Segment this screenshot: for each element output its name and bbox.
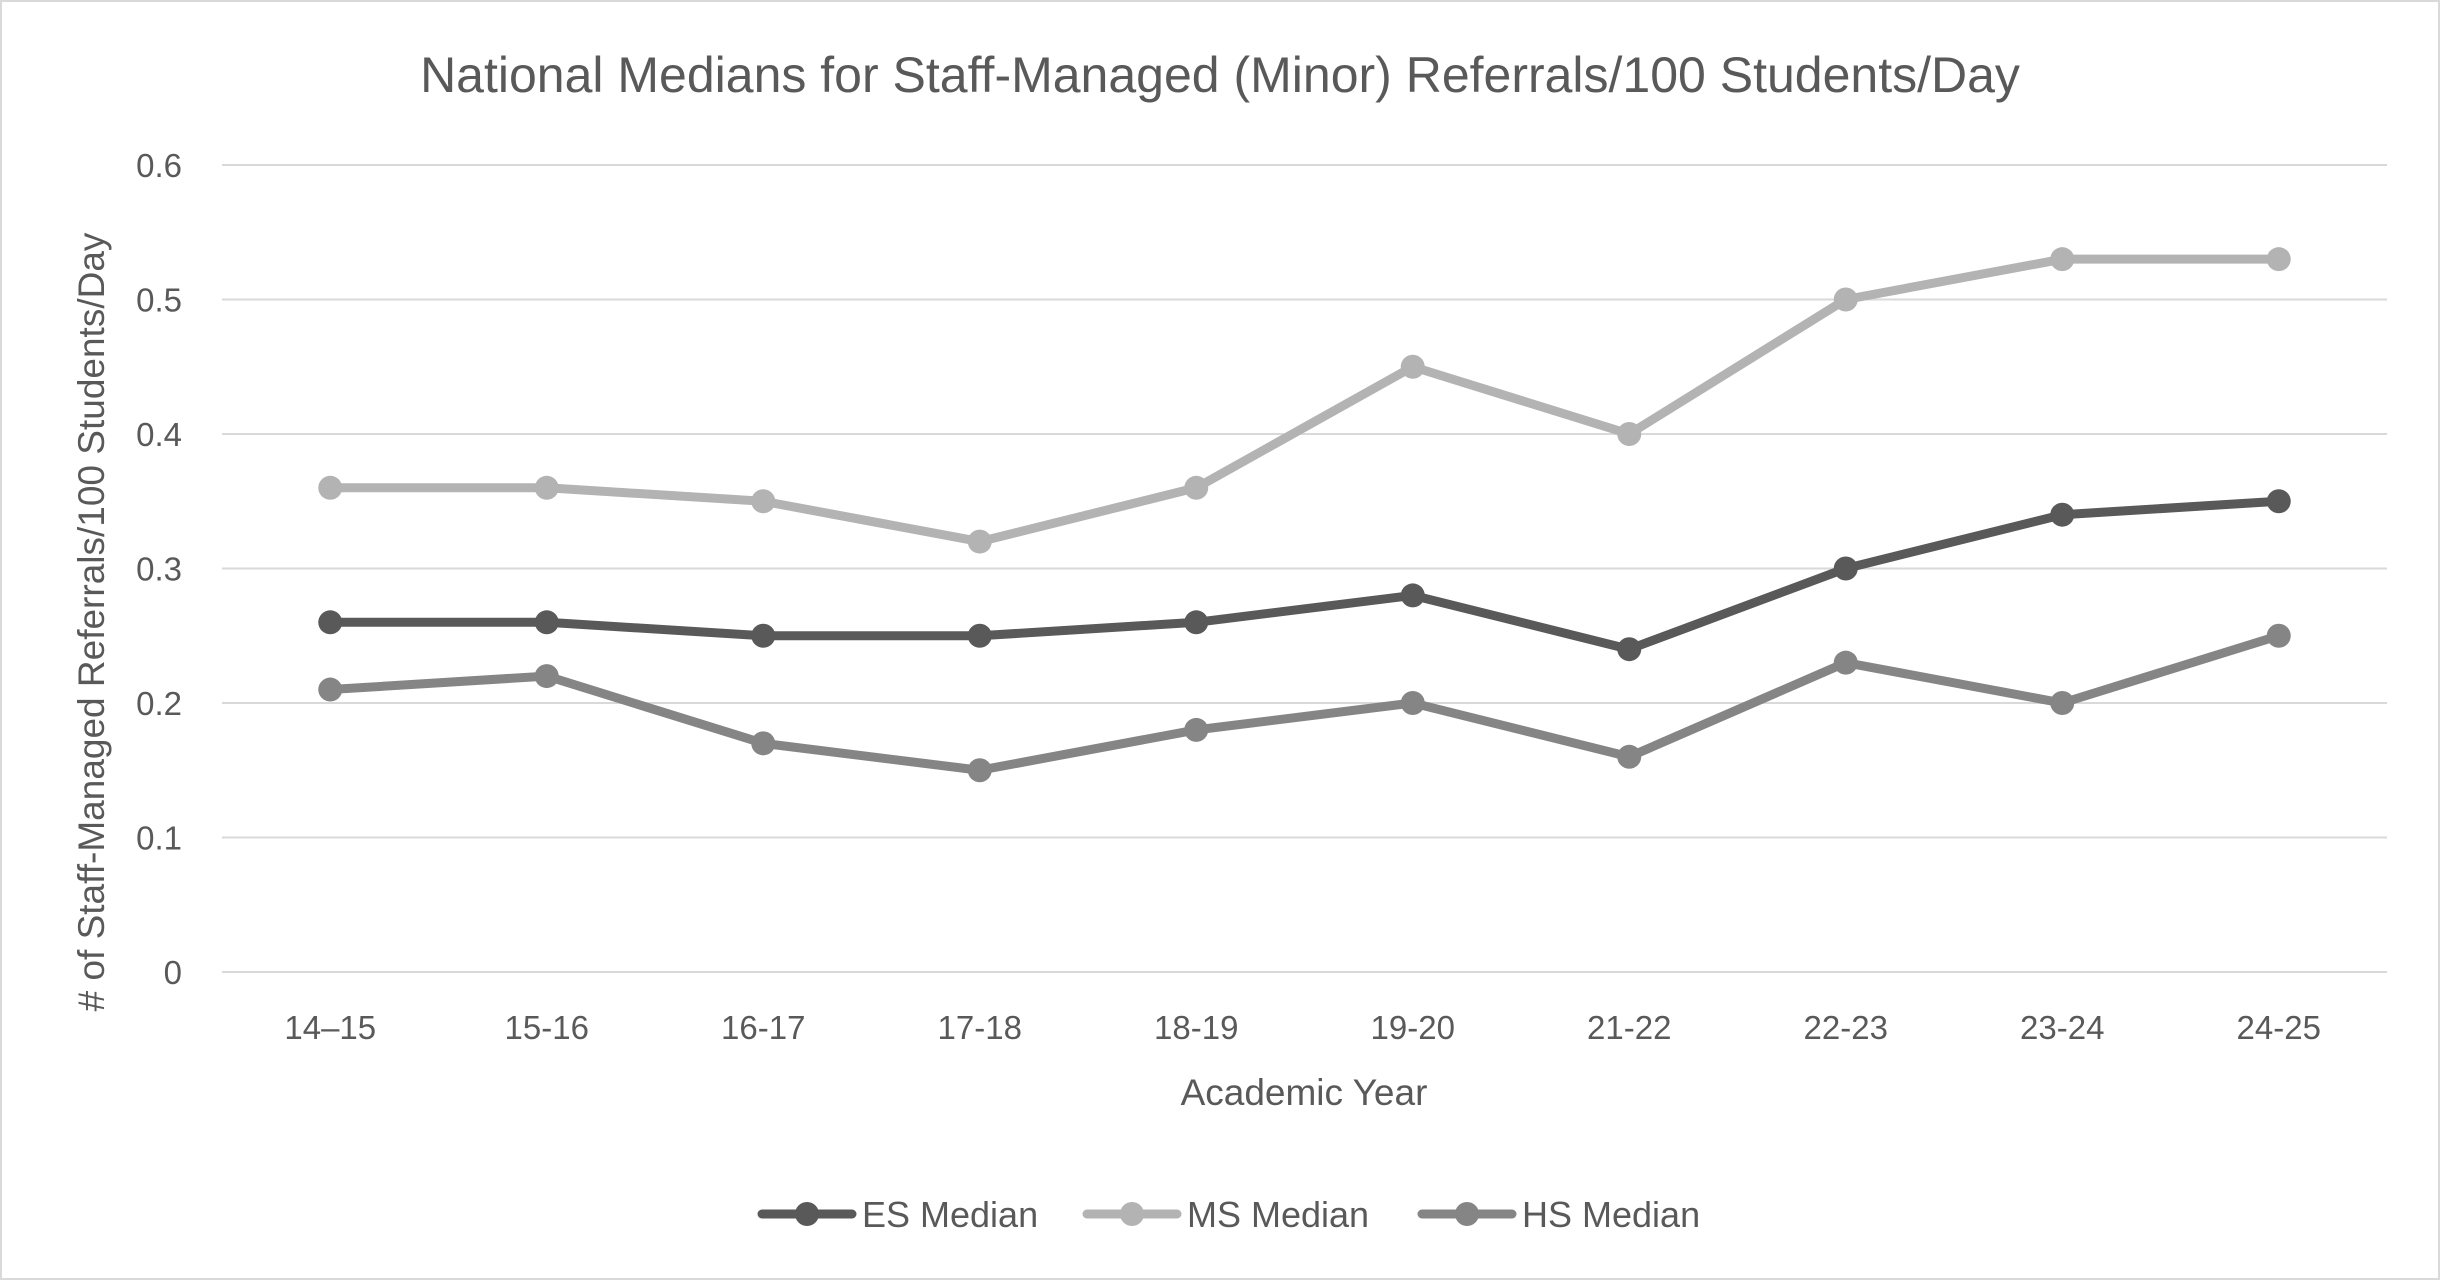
ms-median-point [534, 475, 559, 500]
ms-median-point [2050, 247, 2075, 272]
series-lines [318, 247, 2291, 783]
x-tick-label: 16-17 [721, 1009, 805, 1046]
es-median-point [534, 610, 559, 635]
legend-swatch-marker [1120, 1202, 1144, 1226]
x-tick-label: 19-20 [1371, 1009, 1455, 1046]
legend-item-ms-median: MS Median [1082, 1194, 1369, 1235]
es-median-point [751, 623, 776, 648]
x-tick-label: 15-16 [505, 1009, 589, 1046]
legend-item-hs-median: HS Median [1417, 1194, 1700, 1235]
hs-median-line [325, 631, 2284, 775]
es-median-point [1184, 610, 1209, 635]
x-axis-ticks: 14–15 15-16 16-17 17-18 18-19 19-20 21-22 22-23… [284, 1009, 2321, 1046]
y-tick-label: 0.2 [136, 685, 182, 722]
hs-median-point [534, 664, 559, 689]
es-median-point [1400, 583, 1425, 608]
legend-item-es-median: ES Median [757, 1194, 1038, 1235]
y-tick-label: 0 [164, 954, 182, 991]
ms-median-point [967, 529, 992, 554]
x-tick-label: 22-23 [1804, 1009, 1888, 1046]
y-tick-label: 0.1 [136, 820, 182, 857]
es-median-point [1617, 637, 1642, 662]
y-axis-title: # of Staff-Managed Referrals/100 Student… [71, 232, 112, 1011]
x-tick-label: 21-22 [1587, 1009, 1671, 1046]
es-median-point [2050, 502, 2075, 527]
hs-median-series [318, 623, 2291, 783]
x-tick-label: 14–15 [284, 1009, 376, 1046]
legend-swatch-marker [795, 1202, 819, 1226]
gridlines [222, 164, 2387, 973]
ms-median-series [318, 247, 2291, 554]
legend-swatch-marker [1455, 1202, 1479, 1226]
hs-median-point [1184, 717, 1209, 742]
es-median-point [318, 610, 343, 635]
x-tick-label: 23-24 [2020, 1009, 2104, 1046]
hs-median-point [751, 731, 776, 756]
ms-median-point [1617, 422, 1642, 446]
legend-label: MS Median [1187, 1194, 1369, 1235]
ms-median-point [1833, 287, 1858, 312]
legend-label: HS Median [1522, 1194, 1700, 1235]
hs-median-point [1400, 691, 1425, 715]
y-tick-label: 0.4 [136, 416, 182, 453]
hs-median-point [2266, 623, 2291, 648]
y-tick-label: 0.6 [136, 147, 182, 184]
ms-median-point [751, 489, 776, 514]
hs-median-point [2050, 691, 2075, 715]
hs-median-point [1617, 744, 1642, 769]
hs-median-point [967, 758, 992, 783]
y-tick-label: 0.3 [136, 551, 182, 588]
hs-median-point [318, 677, 343, 702]
x-tick-label: 18-19 [1154, 1009, 1238, 1046]
x-tick-label: 24-25 [2237, 1009, 2321, 1046]
chart-title: National Medians for Staff-Managed (Mino… [420, 47, 2020, 103]
es-median-point [1833, 556, 1858, 581]
ms-median-point [1184, 475, 1209, 500]
legend: ES Median MS Median HS Median [757, 1194, 1700, 1235]
x-tick-label: 17-18 [938, 1009, 1022, 1046]
es-median-series [318, 489, 2291, 662]
x-axis-title: Academic Year [1181, 1072, 1428, 1113]
es-median-point [2266, 489, 2291, 514]
ms-median-point [318, 475, 343, 500]
ms-median-point [2266, 247, 2291, 272]
es-median-line [325, 496, 2284, 654]
ms-median-point [1400, 354, 1425, 379]
y-tick-label: 0.5 [136, 282, 182, 319]
hs-median-point [1833, 650, 1858, 675]
ms-median-line [325, 254, 2284, 547]
es-median-point [967, 623, 992, 648]
y-axis-ticks: 0 0.1 0.2 0.3 0.4 0.5 0.6 [136, 147, 182, 991]
legend-label: ES Median [862, 1194, 1038, 1235]
